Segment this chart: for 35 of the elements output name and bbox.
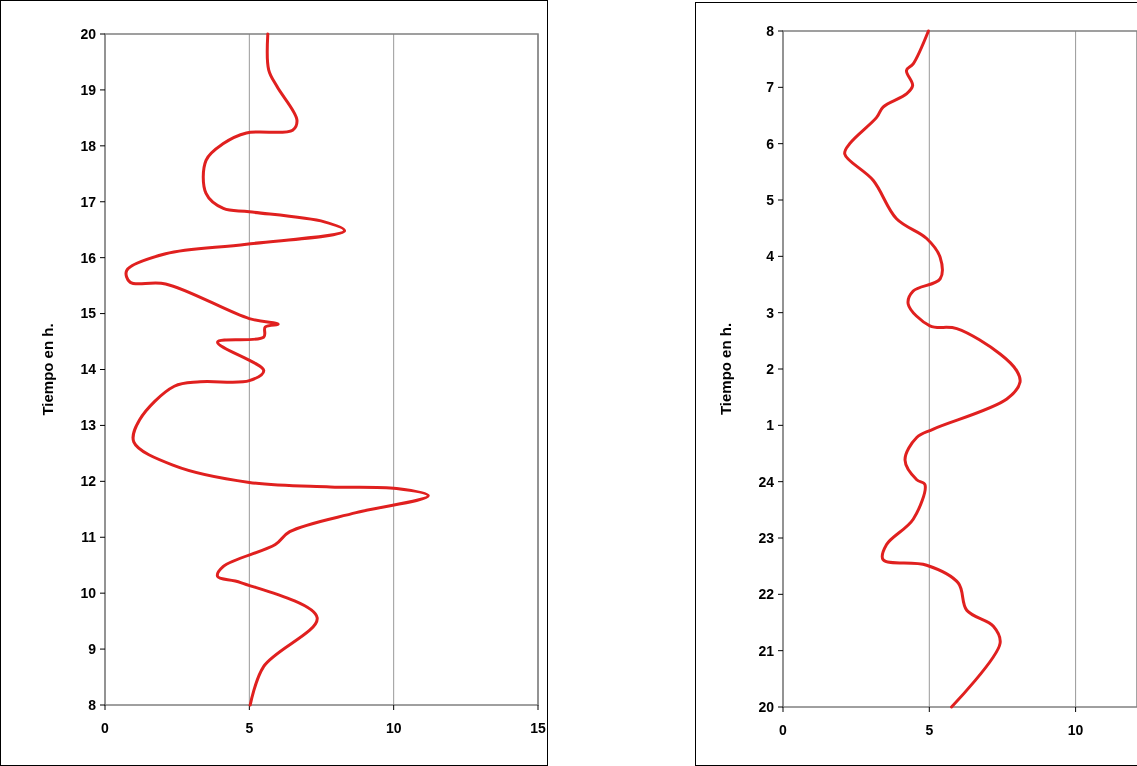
y-tick-label: 3 [766, 304, 775, 321]
y-tick-label: 23 [758, 529, 775, 546]
y-tick-label: 24 [758, 473, 775, 490]
y-tick-label: 4 [766, 248, 775, 265]
y-tick-label: 21 [758, 642, 775, 659]
y-axis-title: Tiempo en h. [717, 322, 734, 416]
x-tick-label: 5 [925, 722, 934, 738]
y-tick-label: 19 [80, 81, 97, 98]
y-tick-label: 16 [80, 249, 97, 266]
y-tick-label: 13 [80, 417, 97, 434]
y-tick-label: 22 [758, 586, 775, 603]
y-tick-label: 7 [766, 79, 775, 96]
y-tick-label: 11 [81, 529, 97, 546]
y-tick-label: 12 [80, 473, 97, 490]
x-tick-label: 0 [101, 720, 110, 736]
y-tick-label: 5 [766, 191, 775, 208]
y-axis-title: Tiempo en h. [39, 323, 56, 416]
x-tick-label: 10 [385, 720, 402, 736]
y-tick-label: 2 [766, 360, 775, 377]
x-tick-label: 0 [779, 722, 788, 738]
y-tick-label: 10 [80, 585, 97, 602]
x-tick-label: 5 [245, 720, 254, 736]
y-tick-label: 6 [766, 135, 775, 152]
x-tick-label: 10 [1067, 722, 1084, 738]
y-tick-label: 14 [80, 361, 97, 378]
y-tick-label: 18 [80, 137, 97, 154]
y-tick-label: 17 [80, 193, 97, 210]
y-tick-label: 9 [88, 640, 97, 657]
y-tick-label: 8 [88, 696, 97, 713]
y-tick-label: 15 [80, 305, 97, 322]
y-tick-label: 20 [758, 698, 775, 715]
y-tick-label: 1 [766, 417, 775, 434]
y-tick-label: 8 [766, 22, 775, 39]
y-tick-label: 20 [80, 25, 97, 42]
x-tick-label: 15 [530, 720, 546, 736]
